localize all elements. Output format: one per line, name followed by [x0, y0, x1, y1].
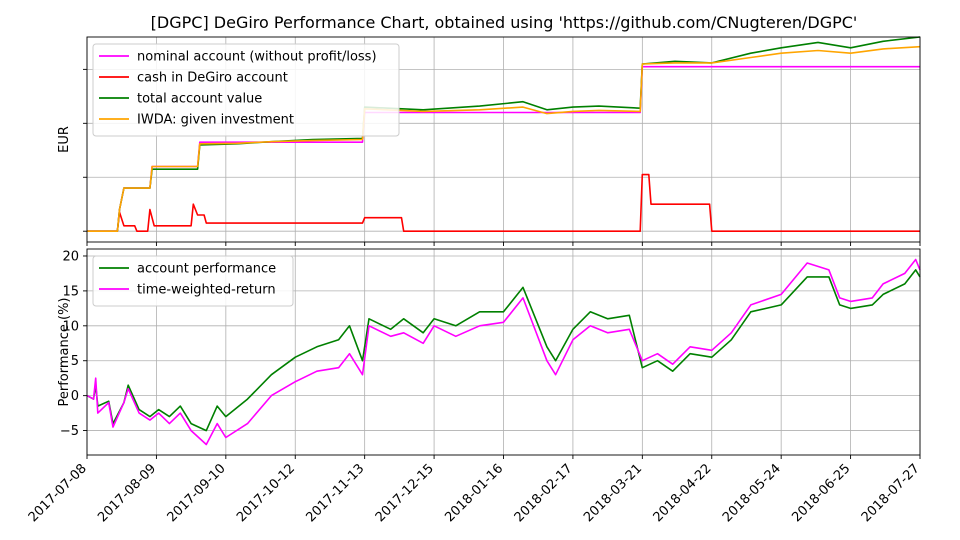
x-tick-label: 2017-09-10	[165, 461, 229, 525]
x-tick-label: 2017-11-13	[303, 461, 367, 525]
y-tick-label: 10	[62, 319, 79, 334]
legend-label: cash in DeGiro account	[137, 71, 288, 86]
y-axis-label: EUR	[57, 126, 72, 153]
x-tick-label: 2018-02-17	[512, 461, 576, 525]
legend-label: account performance	[137, 262, 276, 277]
y-tick-label: 0	[71, 389, 79, 404]
legend-label: time-weighted-return	[137, 283, 276, 298]
x-tick-label: 2018-03-21	[581, 461, 645, 525]
legend-box	[92, 43, 400, 137]
series-line	[87, 173, 920, 232]
bottom-panel: −5 0 5 10 15 20 2017-07-08 2017-08-09 2017-09-10…	[26, 248, 923, 525]
legend-label: total account value	[137, 92, 262, 107]
legend-label: nominal account (without profit/loss)	[137, 50, 377, 65]
y-tick-label: 5	[71, 354, 79, 369]
top-panel: EUR nominal account (without profit/loss)…	[57, 36, 921, 246]
x-tick-label: 2017-10-12	[234, 461, 298, 525]
x-tick-label: 2018-05-24	[720, 461, 784, 525]
x-tick-label: 2018-07-27	[859, 461, 923, 525]
y-axis-label: Performance (%)	[57, 297, 72, 406]
series-line	[86, 269, 921, 432]
x-tick-label: 2017-12-15	[373, 461, 437, 525]
x-tick-label: 2018-04-22	[651, 461, 715, 525]
x-tick-label: 2018-06-25	[789, 461, 853, 525]
y-tick-label: −5	[60, 424, 79, 439]
legend-label: IWDA: given investment	[137, 113, 294, 128]
series-line	[87, 45, 921, 232]
chart-title: [DGPC] DeGiro Performance Chart, obtaine…	[151, 13, 858, 32]
x-tick-label: 2017-07-08	[26, 461, 90, 525]
x-tick-label: 2017-08-09	[95, 461, 159, 525]
legend-box	[92, 255, 294, 307]
y-tick-label: 20	[62, 249, 79, 264]
series-line	[86, 258, 921, 446]
y-tick-label: 15	[62, 284, 79, 299]
x-tick-label: 2018-01-16	[442, 461, 506, 525]
